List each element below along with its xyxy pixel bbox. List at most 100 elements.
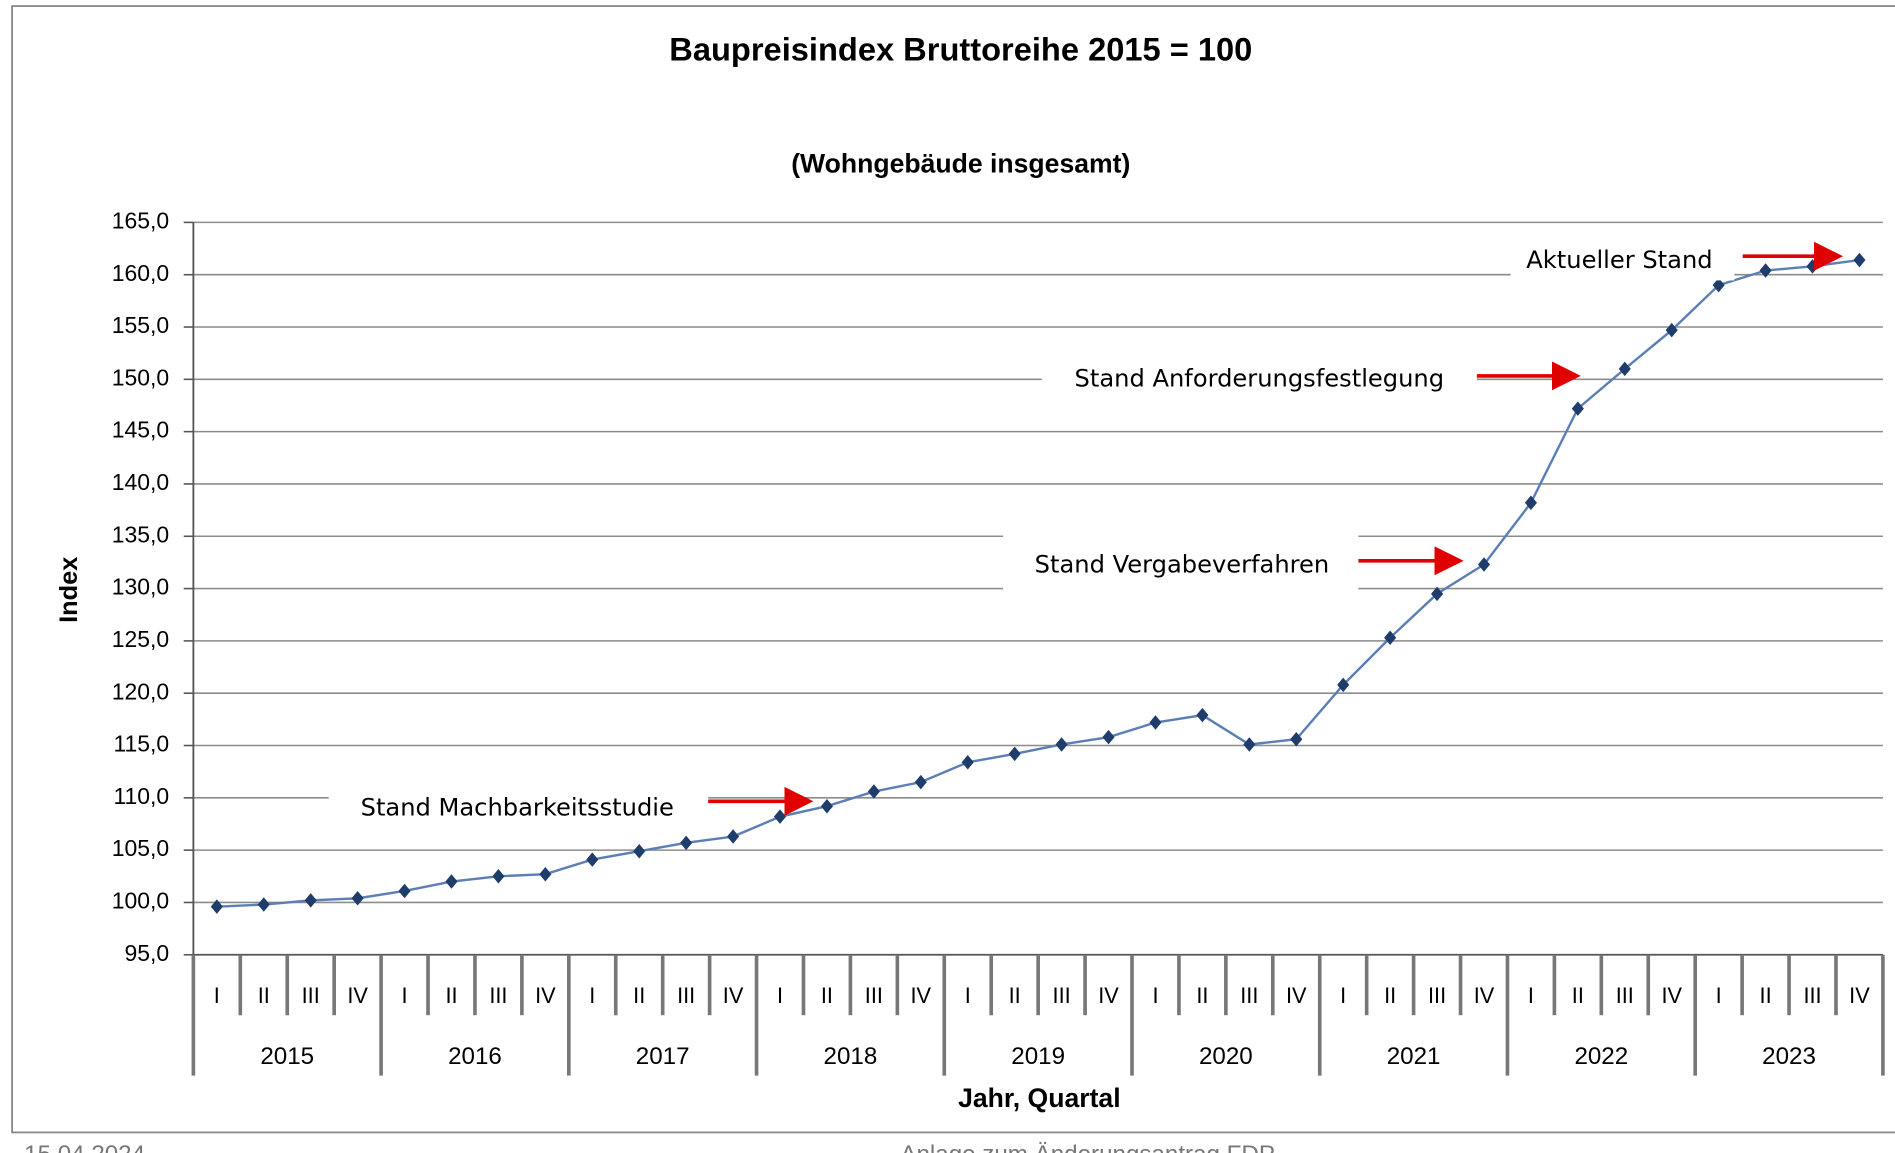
x-tick-label: I <box>965 983 971 1008</box>
x-tick-label: II <box>258 983 270 1008</box>
data-point <box>398 883 411 899</box>
data-point <box>1008 746 1021 762</box>
y-tick-label: 165,0 <box>112 207 169 233</box>
y-tick-label: 130,0 <box>112 574 169 600</box>
y-tick-label: 150,0 <box>112 364 169 390</box>
data-point <box>1431 586 1444 602</box>
footer-date: 15.04.2024 <box>24 1141 145 1153</box>
x-tick-label: I <box>777 983 783 1008</box>
x-tick-label: II <box>1384 983 1396 1008</box>
year-label: 2016 <box>448 1043 502 1070</box>
year-label: 2018 <box>824 1043 878 1070</box>
data-point <box>1759 263 1772 278</box>
x-tick-label: IV <box>1286 983 1307 1008</box>
data-line <box>216 258 1860 908</box>
x-tick-label: III <box>1616 983 1634 1008</box>
x-tick-label: III <box>1803 983 1821 1008</box>
year-label: 2023 <box>1762 1043 1816 1070</box>
data-point <box>1290 731 1303 747</box>
data-point <box>539 866 552 882</box>
y-tick-label: 155,0 <box>112 312 169 338</box>
x-tick-label: III <box>1240 983 1258 1008</box>
data-point <box>820 798 833 814</box>
x-tick-label: II <box>1572 983 1584 1008</box>
x-tick-label: II <box>1196 983 1208 1008</box>
x-tick-label: II <box>821 983 833 1008</box>
data-point <box>1243 737 1256 752</box>
data-point <box>1571 401 1584 416</box>
annotation-box <box>1510 241 1735 281</box>
x-tick-label: I <box>1340 983 1346 1008</box>
x-tick-label: I <box>402 983 408 1008</box>
y-tick-label: 160,0 <box>112 260 169 286</box>
data-point <box>210 899 223 914</box>
x-tick-label: II <box>633 983 645 1008</box>
chart-title: Baupreisindex Bruttoreihe 2015 = 100 <box>669 31 1252 68</box>
y-tick-label: 120,0 <box>112 678 169 704</box>
annotation-text: Stand Machbarkeitsstudie <box>361 794 674 822</box>
x-tick-label: I <box>589 983 595 1008</box>
x-tick-label: I <box>1528 983 1534 1008</box>
y-tick-label: 115,0 <box>113 731 169 757</box>
x-tick-label: IV <box>723 983 744 1008</box>
year-label: 2019 <box>1011 1043 1065 1070</box>
data-point <box>1477 557 1491 572</box>
data-point <box>1524 495 1537 511</box>
data-point <box>445 874 458 889</box>
year-label: 2020 <box>1199 1043 1253 1070</box>
data-point <box>1196 707 1209 723</box>
year-label: 2021 <box>1387 1043 1441 1070</box>
y-tick-label: 100,0 <box>112 888 169 914</box>
data-point <box>1618 361 1631 377</box>
y-tick-label: 95,0 <box>125 940 170 966</box>
x-tick-label: II <box>1760 983 1772 1008</box>
x-tick-label: IV <box>911 983 932 1008</box>
data-point <box>1102 729 1115 745</box>
data-point <box>727 829 740 844</box>
year-label: 2017 <box>636 1043 690 1070</box>
footer-text: Anlage zum Änderungsantrag FDP <box>900 1141 1275 1153</box>
x-tick-label: III <box>1428 983 1446 1008</box>
data-point <box>1055 737 1068 752</box>
x-tick-label: I <box>1152 983 1158 1008</box>
x-tick-label: II <box>445 983 457 1008</box>
y-tick-label: 110,0 <box>113 783 169 809</box>
x-tick-label: II <box>1009 983 1021 1008</box>
x-tick-label: III <box>865 983 883 1008</box>
x-tick-label: IV <box>1098 983 1119 1008</box>
data-point <box>1149 715 1162 730</box>
x-tick-label: IV <box>1849 983 1870 1008</box>
x-tick-label: IV <box>347 983 368 1008</box>
data-point <box>1337 677 1350 693</box>
y-axis-title: Index <box>55 557 83 623</box>
x-axis-title: Jahr, Quartal <box>958 1083 1121 1113</box>
data-point <box>1665 322 1678 338</box>
x-tick-label: III <box>302 983 320 1008</box>
annotation-text: Aktueller Stand <box>1526 246 1712 274</box>
chart-subtitle: (Wohngebäude insgesamt) <box>791 149 1130 179</box>
y-tick-label: 145,0 <box>112 417 169 443</box>
annotation-box <box>1003 535 1359 593</box>
y-tick-label: 125,0 <box>112 626 169 652</box>
x-tick-label: I <box>1716 983 1722 1008</box>
data-point <box>1712 277 1725 293</box>
x-tick-label: III <box>1053 983 1071 1008</box>
annotation-text: Stand Vergabeverfahren <box>1035 551 1330 579</box>
data-point <box>1384 630 1397 646</box>
x-tick-label: III <box>677 983 695 1008</box>
data-point <box>1853 252 1866 268</box>
year-label: 2022 <box>1574 1043 1628 1070</box>
chart-frame <box>11 5 1895 1134</box>
x-tick-label: IV <box>1661 983 1682 1008</box>
data-point <box>492 869 505 884</box>
data-point <box>867 784 880 799</box>
annotation-box <box>328 785 709 832</box>
y-tick-label: 140,0 <box>112 469 169 495</box>
annotation-box <box>1041 357 1477 402</box>
annotation-text: Stand Anforderungsfestlegung <box>1075 365 1445 393</box>
x-tick-label: III <box>489 983 507 1008</box>
y-tick-label: 105,0 <box>112 835 169 861</box>
y-tick-label: 135,0 <box>112 521 169 547</box>
